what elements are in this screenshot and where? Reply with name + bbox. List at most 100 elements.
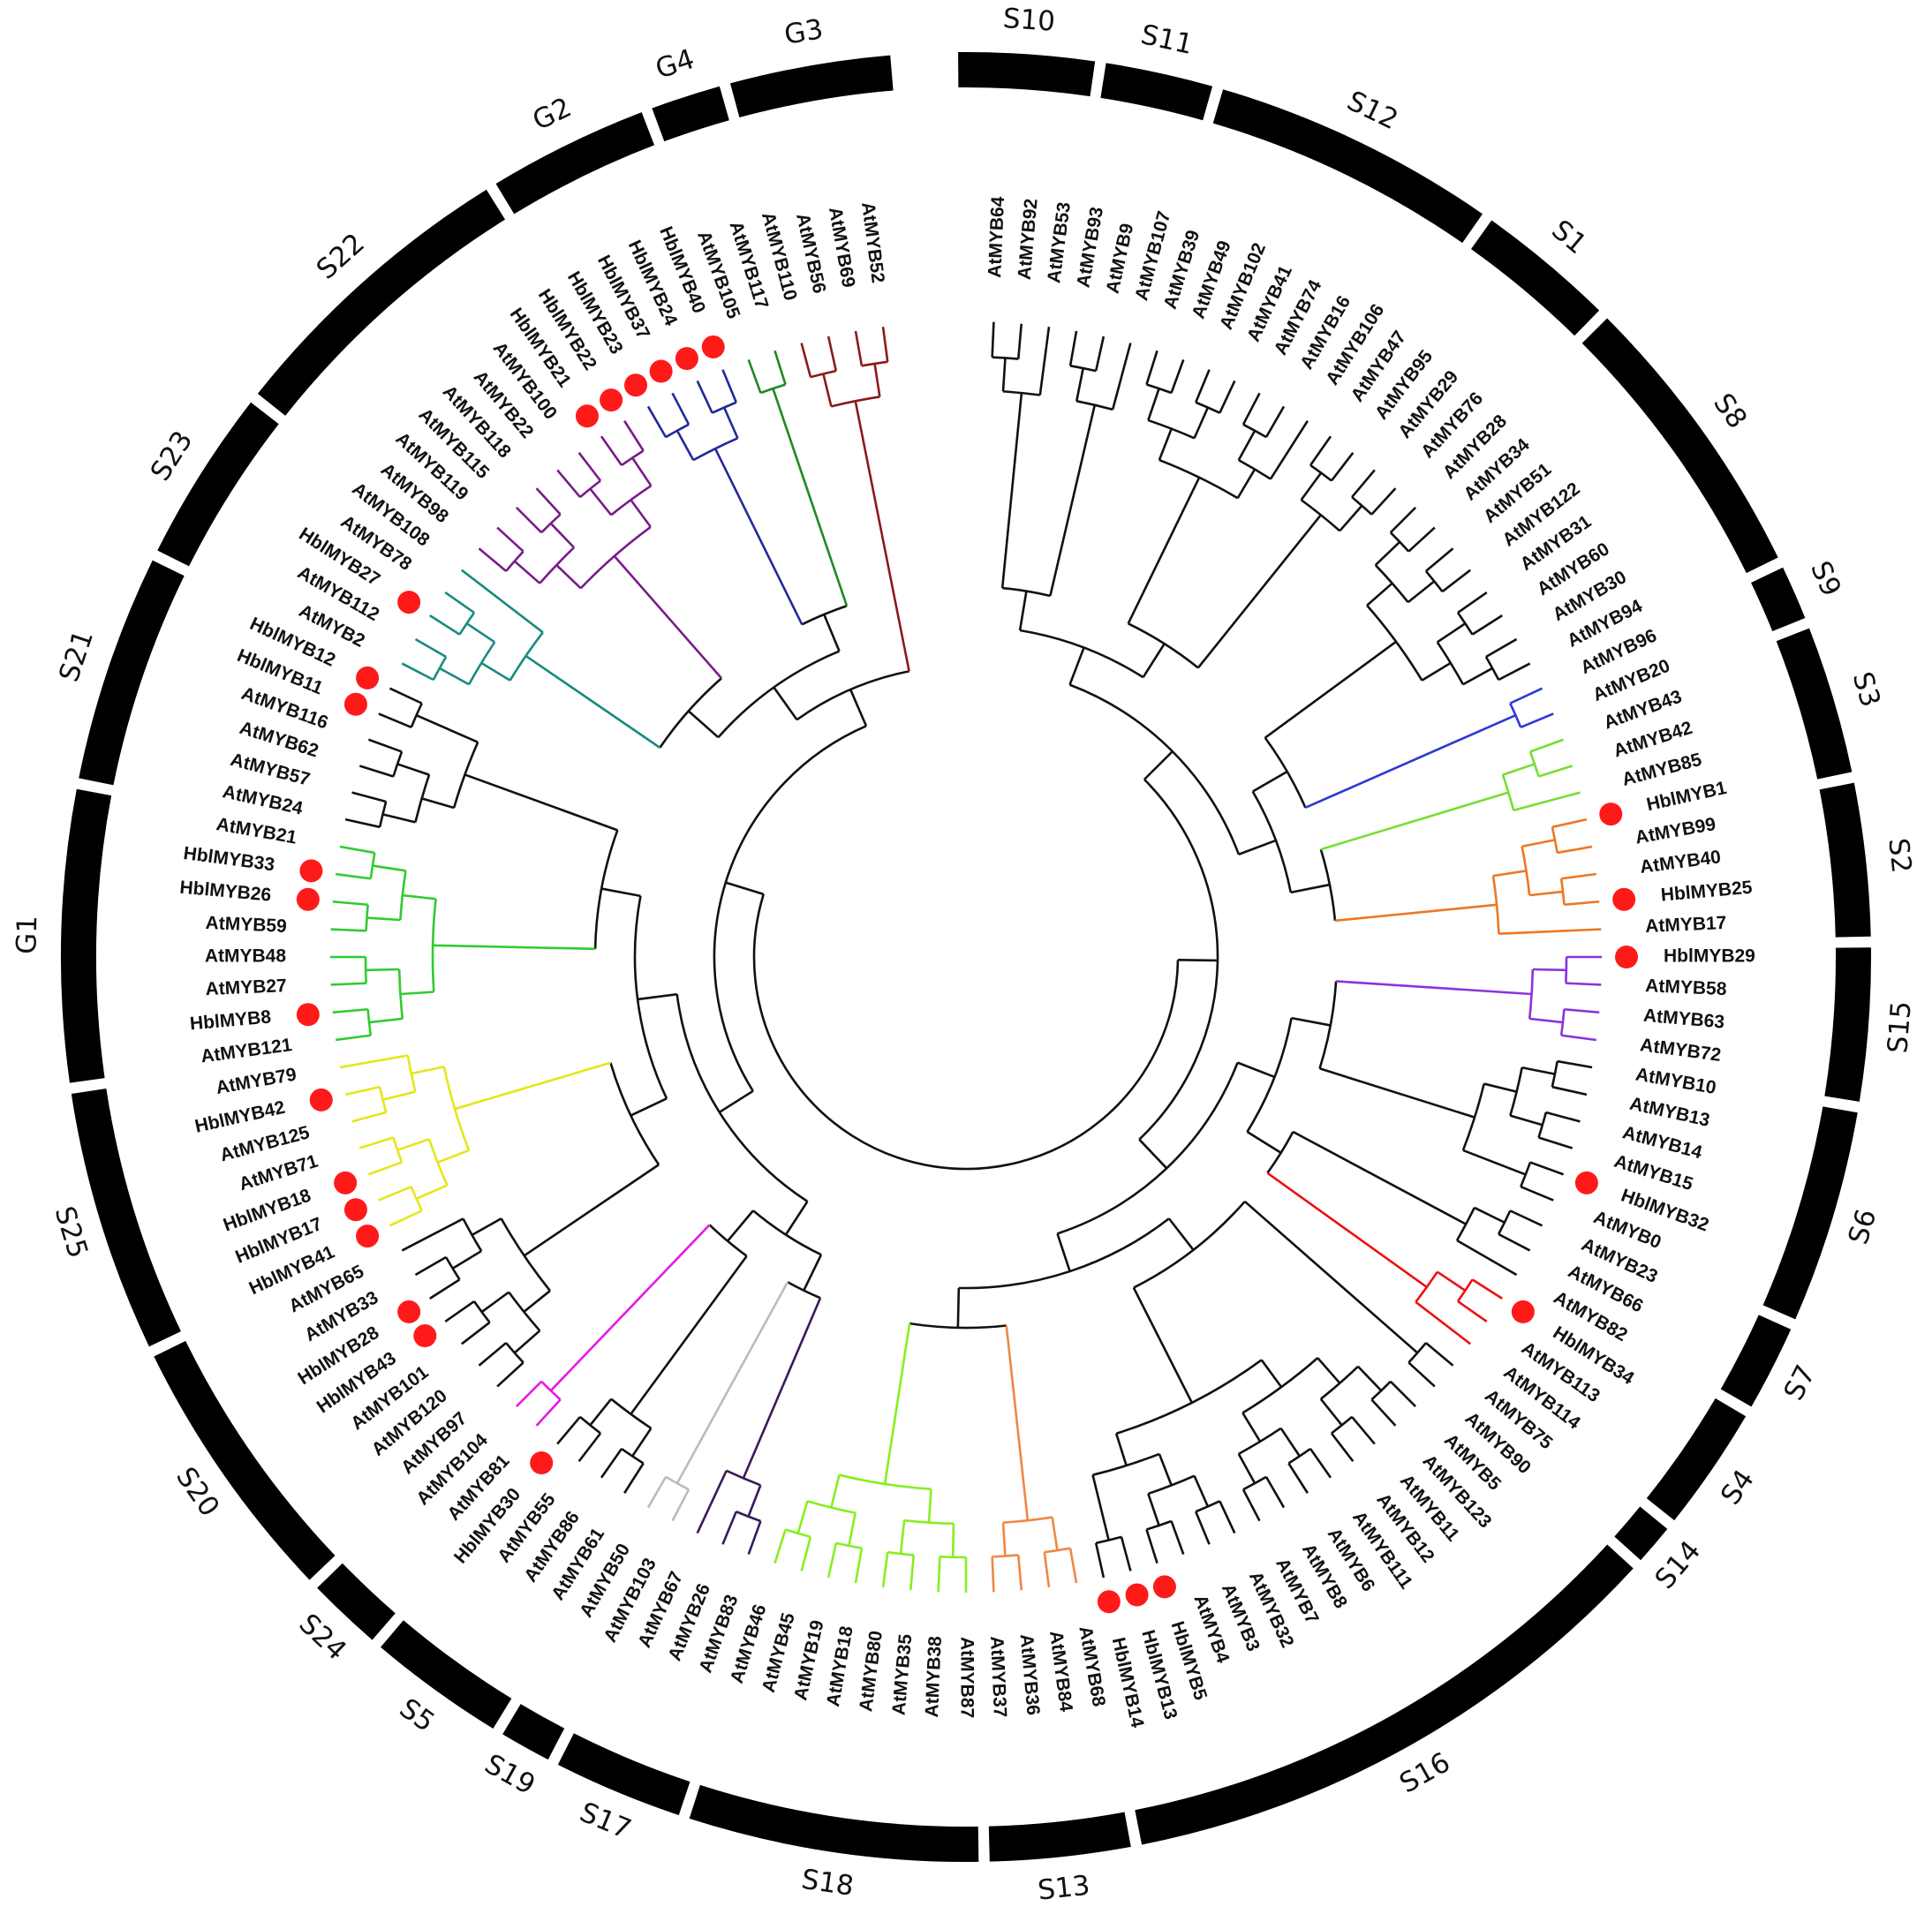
branch-line xyxy=(589,487,613,516)
branch-line xyxy=(429,614,461,636)
branch-line xyxy=(1320,791,1509,851)
branch-line xyxy=(460,569,544,634)
group-label-S2: S2 xyxy=(1882,837,1917,875)
branch-line xyxy=(444,1300,475,1323)
branch-line xyxy=(1049,404,1097,597)
branch-line xyxy=(1287,1462,1309,1494)
branch-line xyxy=(389,1209,423,1227)
branch-line xyxy=(1471,1278,1503,1300)
branch-line xyxy=(1120,1536,1132,1571)
red-circle-marker xyxy=(397,591,421,614)
ring-segment-S20 xyxy=(154,1340,336,1580)
branch-line xyxy=(414,637,447,659)
branch-line xyxy=(414,1255,447,1277)
ring-segment-S3 xyxy=(1776,628,1853,780)
branch-line xyxy=(1238,839,1277,855)
branch-line xyxy=(332,1007,368,1014)
branch-line xyxy=(396,763,430,776)
ring-segment-G2 xyxy=(495,112,655,215)
branch-line xyxy=(1094,1542,1106,1579)
leaf-label-AtMYB48: AtMYB48 xyxy=(205,946,287,967)
ring-segment-S21 xyxy=(79,560,185,786)
branch-line xyxy=(823,614,841,652)
leaf-label-HblMYB29: HblMYB29 xyxy=(1664,946,1755,967)
branch-line xyxy=(1304,713,1516,810)
ring-segment-S18 xyxy=(689,1784,979,1862)
branch-line xyxy=(1509,687,1543,705)
ring-segment-S14 xyxy=(1614,1506,1668,1561)
ring-segment-G1 xyxy=(60,788,112,1083)
branch-arc xyxy=(1300,499,1341,532)
branch-line xyxy=(351,791,387,803)
red-circle-marker xyxy=(1574,1171,1598,1194)
group-label-G1: G1 xyxy=(11,916,43,955)
branch-arc xyxy=(1128,622,1199,669)
branch-line xyxy=(335,1034,371,1042)
branch-line xyxy=(803,1254,823,1292)
red-circle-marker xyxy=(1152,1575,1176,1599)
branch-line xyxy=(378,1186,412,1202)
branch-line xyxy=(1407,526,1436,553)
branch-line xyxy=(1425,547,1454,572)
branch-line xyxy=(830,1474,841,1508)
branch-line xyxy=(727,1209,754,1242)
branch-line xyxy=(1520,712,1554,728)
red-circle-marker xyxy=(1097,1590,1121,1614)
branch-arc xyxy=(452,742,479,809)
branch-line xyxy=(421,797,455,810)
leaf-label-AtMYB64: AtMYB64 xyxy=(985,196,1008,278)
branch-arc xyxy=(958,1217,1170,1290)
branch-line xyxy=(1513,791,1581,812)
branch-line xyxy=(1498,1232,1531,1252)
red-circle-marker xyxy=(575,404,599,428)
branch-arc xyxy=(410,1186,423,1211)
red-circle-marker xyxy=(675,347,698,371)
branch-line xyxy=(675,1281,789,1484)
branch-arc xyxy=(1559,1009,1566,1036)
red-circle-marker xyxy=(397,1300,421,1323)
branch-line xyxy=(1291,1016,1332,1027)
branch-line xyxy=(396,1138,430,1151)
branch-arc xyxy=(796,670,909,721)
branch-line xyxy=(1068,647,1085,686)
branch-line xyxy=(1407,580,1436,604)
branch-line xyxy=(854,1548,864,1584)
branch-line xyxy=(1237,1453,1257,1484)
branch-line xyxy=(478,1342,507,1367)
branch-line xyxy=(444,591,475,614)
branch-line xyxy=(772,388,849,607)
branch-line xyxy=(1334,903,1498,923)
branch-line xyxy=(774,1529,787,1564)
branch-line xyxy=(1441,569,1472,593)
red-circle-marker xyxy=(299,859,323,883)
branch-line xyxy=(646,1476,668,1509)
branch-line xyxy=(372,864,406,872)
branch-line xyxy=(1551,818,1588,829)
branch-line xyxy=(1158,428,1173,461)
branch-line xyxy=(1545,1111,1581,1123)
branch-line xyxy=(675,430,695,461)
branch-line xyxy=(555,564,582,590)
branch-line xyxy=(1370,487,1397,516)
branch-line xyxy=(1195,369,1211,403)
branch-arc xyxy=(399,870,407,921)
branch-arc xyxy=(444,1256,461,1281)
branch-line xyxy=(725,881,765,896)
branch-line xyxy=(1170,1520,1185,1556)
branch-line xyxy=(600,1448,623,1479)
branch-line xyxy=(1094,335,1106,372)
branch-line xyxy=(1237,430,1257,461)
branch-line xyxy=(1532,968,1566,972)
branch-line xyxy=(1292,1130,1467,1225)
branch-arc xyxy=(1019,629,1144,679)
branch-line xyxy=(1462,1149,1527,1176)
branch-line xyxy=(1091,1474,1110,1541)
leaf-label-AtMYB27: AtMYB27 xyxy=(205,976,287,999)
branch-line xyxy=(335,872,371,880)
branch-arc xyxy=(1147,1474,1196,1496)
branch-line xyxy=(339,845,375,855)
red-circle-marker xyxy=(1612,887,1636,911)
branch-arc xyxy=(887,1550,914,1556)
branch-line xyxy=(1038,326,1051,396)
branch-arc xyxy=(1069,365,1097,373)
